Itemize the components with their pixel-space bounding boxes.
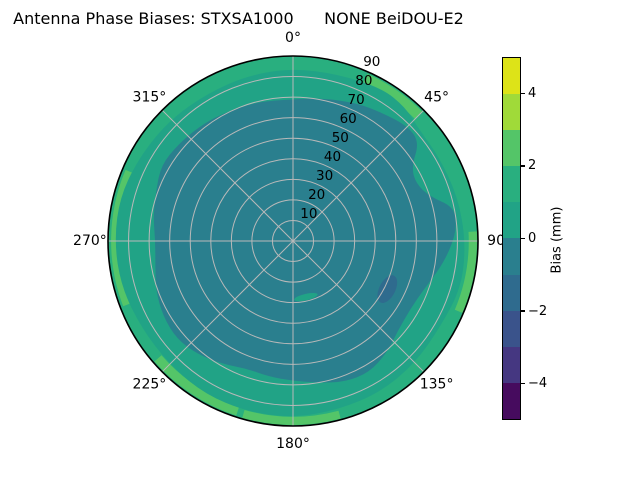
radial-tick-label: 20 (308, 187, 325, 203)
region-warm-sliver (294, 292, 318, 302)
radial-tick-label: 70 (348, 92, 365, 108)
colorbar-tick-label: 4 (528, 85, 537, 101)
radial-tick-label: 60 (340, 111, 357, 127)
radial-tick-label: 10 (300, 206, 317, 222)
colorbar-tick-mark (521, 310, 525, 312)
colorbar-band (503, 130, 520, 167)
azimuth-tick-label: 45° (424, 89, 449, 105)
colorbar-tick-label: 0 (528, 231, 537, 246)
colorbar (502, 57, 521, 420)
radial-tick-label: 50 (332, 130, 349, 146)
colorbar-band (503, 94, 520, 131)
region-rim-hotspots (154, 355, 240, 416)
colorbar-band (503, 166, 520, 203)
colorbar-band (503, 382, 520, 419)
azimuth-tick-label: 225° (133, 377, 167, 393)
colorbar-band (503, 238, 520, 275)
region-rim-hotspots (363, 73, 423, 120)
azimuth-tick-label: 135° (420, 377, 454, 393)
colorbar-band (503, 202, 520, 239)
region-cold-spot (377, 275, 398, 303)
colorbar-band (503, 274, 520, 311)
colorbar-tick-mark (521, 383, 525, 385)
colorbar-band (503, 310, 520, 347)
colorbar-band (503, 58, 520, 95)
colorbar-tick-label: 2 (528, 158, 537, 174)
plot-rim (107, 55, 479, 427)
azimuth-tick-label: 0° (285, 30, 301, 46)
colorbar-tick-mark (521, 92, 525, 94)
grid-spoke (161, 109, 294, 242)
colorbar-tick-mark (521, 165, 525, 167)
radial-tick-label: 40 (324, 149, 341, 165)
colorbar-tick-mark (521, 237, 525, 240)
colorbar-tick-label: −2 (528, 303, 548, 319)
radial-tick-label: 90 (363, 54, 380, 70)
azimuth-tick-label: 270° (73, 233, 107, 249)
page-title: Antenna Phase Biases: STXSA1000 NONE Bei… (13, 9, 464, 28)
colorbar-band (503, 346, 520, 383)
azimuth-tick-label: 180° (276, 436, 310, 452)
colorbar-axis-label: Bias (mm) (549, 206, 565, 274)
grid-spoke (292, 109, 425, 242)
grid-spoke (161, 240, 294, 373)
radial-tick-label: 80 (355, 73, 372, 89)
radial-tick-label: 30 (316, 168, 333, 184)
region-rim-hotspots (454, 231, 477, 313)
grid-spoke (292, 240, 425, 373)
azimuth-tick-label: 315° (133, 89, 167, 105)
region-rim-hotspots (242, 409, 341, 425)
colorbar-tick-label: −4 (528, 376, 548, 392)
azimuth-tick-label: 90 (487, 233, 505, 249)
